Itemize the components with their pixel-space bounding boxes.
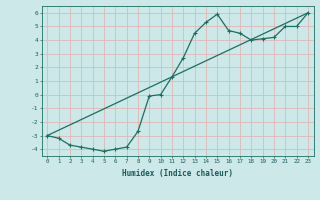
X-axis label: Humidex (Indice chaleur): Humidex (Indice chaleur) [122, 169, 233, 178]
